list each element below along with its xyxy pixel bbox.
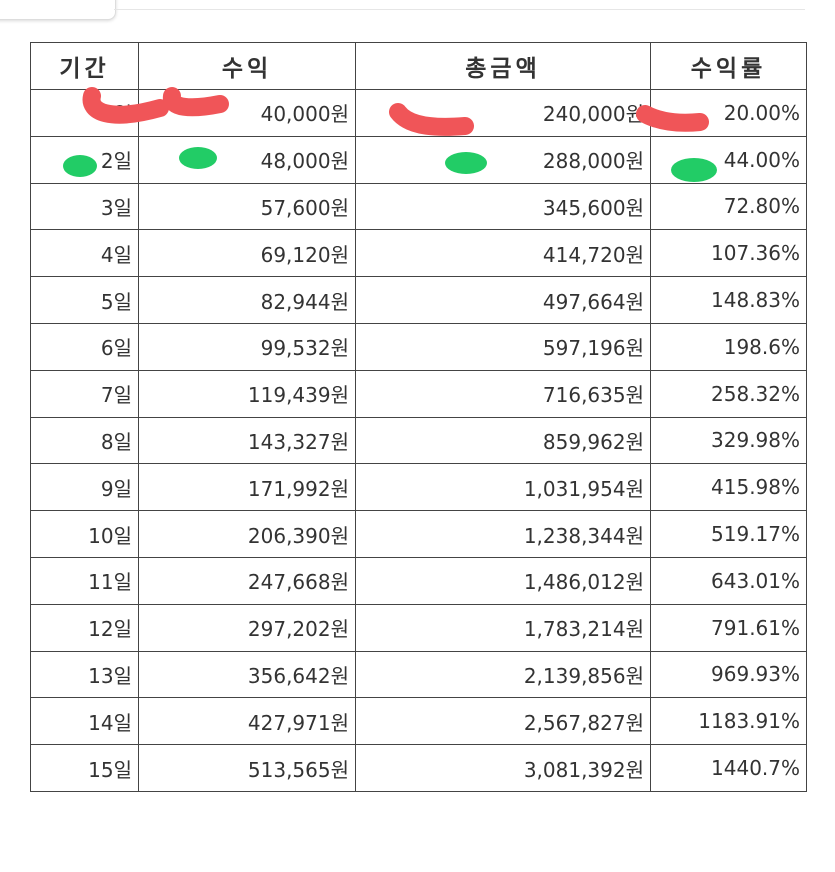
profit-cell: 356,642원 [138,650,356,699]
period-cell: 3일 [30,182,139,231]
period-cell: 5일 [30,276,139,324]
rate-cell: 148.83% [650,276,807,324]
profit-cell: 143,327원 [138,416,356,465]
total-cell: 597,196원 [355,322,651,371]
table-row: 7일 119,439원 716,635원 258.32% [30,369,807,418]
table-row: 14일 427,971원 2,567,827원 1183.91% [30,697,807,746]
profit-cell: 513,565원 [138,744,356,792]
period-cell: 8일 [30,416,139,465]
header-cell: 총금액 [355,42,651,90]
table-row: 2일 48,000원 288,000원 44.00% [30,135,807,184]
table-body: 1일 40,000원 240,000원 20.00% 2일 48,000원 288,000원… [30,89,807,792]
table-row: 11일 247,668원 1,486,012원 643.01% [30,556,807,605]
total-cell: 1,486,012원 [355,556,651,605]
rate-cell: 72.80% [650,182,807,231]
total-cell: 345,600원 [355,182,651,231]
period-cell: 7일 [30,369,139,418]
profit-cell: 171,992원 [138,463,356,512]
profit-cell: 247,668원 [138,556,356,605]
rate-cell: 791.61% [650,603,807,652]
profit-table: 기간 수익 총금액 수익률 1일 40,000원 240,000원 20.00% 2일 48,0… [30,42,807,792]
table-row: 6일 99,532원 597,196원 198.6% [30,322,807,371]
table-row: 5일 82,944원 497,664원 148.83% [30,276,807,324]
profit-cell: 119,439원 [138,369,356,418]
profit-cell: 206,390원 [138,510,356,558]
total-cell: 3,081,392원 [355,744,651,792]
header-row: 기간 수익 총금액 수익률 [30,42,807,90]
period-cell: 6일 [30,322,139,371]
divider [114,9,805,10]
rate-cell: 969.93% [650,650,807,699]
period-cell: 11일 [30,556,139,605]
total-cell: 497,664원 [355,276,651,324]
rate-cell: 643.01% [650,556,807,605]
rate-cell: 329.98% [650,416,807,465]
period-cell: 4일 [30,229,139,278]
header-cell: 수익률 [650,42,807,90]
period-cell: 12일 [30,603,139,652]
profit-cell: 297,202원 [138,603,356,652]
total-cell: 1,238,344원 [355,510,651,558]
profit-cell: 57,600원 [138,182,356,231]
rate-cell: 1440.7% [650,744,807,792]
period-cell: 2일 [30,135,139,184]
table-row: 8일 143,327원 859,962원 329.98% [30,416,807,465]
table-row: 4일 69,120원 414,720원 107.36% [30,229,807,278]
total-cell: 2,139,856원 [355,650,651,699]
profit-cell: 40,000원 [138,89,356,137]
table-row: 9일 171,992원 1,031,954원 415.98% [30,463,807,512]
rate-cell: 258.32% [650,369,807,418]
total-cell: 414,720원 [355,229,651,278]
profit-cell: 427,971원 [138,697,356,746]
total-cell: 1,031,954원 [355,463,651,512]
period-cell: 9일 [30,463,139,512]
total-cell: 716,635원 [355,369,651,418]
total-cell: 288,000원 [355,135,651,184]
total-cell: 2,567,827원 [355,697,651,746]
rate-cell: 20.00% [650,89,807,137]
total-cell: 1,783,214원 [355,603,651,652]
rate-cell: 44.00% [650,135,807,184]
top-button[interactable] [0,0,116,20]
header-cell: 수익 [138,42,356,90]
table-row: 1일 40,000원 240,000원 20.00% [30,89,807,137]
rate-cell: 198.6% [650,322,807,371]
table-row: 3일 57,600원 345,600원 72.80% [30,182,807,231]
rate-cell: 107.36% [650,229,807,278]
header-cell: 기간 [30,42,139,90]
table-row: 15일 513,565원 3,081,392원 1440.7% [30,744,807,792]
rate-cell: 519.17% [650,510,807,558]
rate-cell: 415.98% [650,463,807,512]
table-row: 13일 356,642원 2,139,856원 969.93% [30,650,807,699]
period-cell: 14일 [30,697,139,746]
profit-cell: 82,944원 [138,276,356,324]
table-row: 12일 297,202원 1,783,214원 791.61% [30,603,807,652]
period-cell: 13일 [30,650,139,699]
profit-cell: 48,000원 [138,135,356,184]
period-cell: 10일 [30,510,139,558]
period-cell: 15일 [30,744,139,792]
table-row: 10일 206,390원 1,238,344원 519.17% [30,510,807,558]
total-cell: 859,962원 [355,416,651,465]
profit-cell: 99,532원 [138,322,356,371]
total-cell: 240,000원 [355,89,651,137]
rate-cell: 1183.91% [650,697,807,746]
profit-cell: 69,120원 [138,229,356,278]
period-cell: 1일 [30,89,139,137]
